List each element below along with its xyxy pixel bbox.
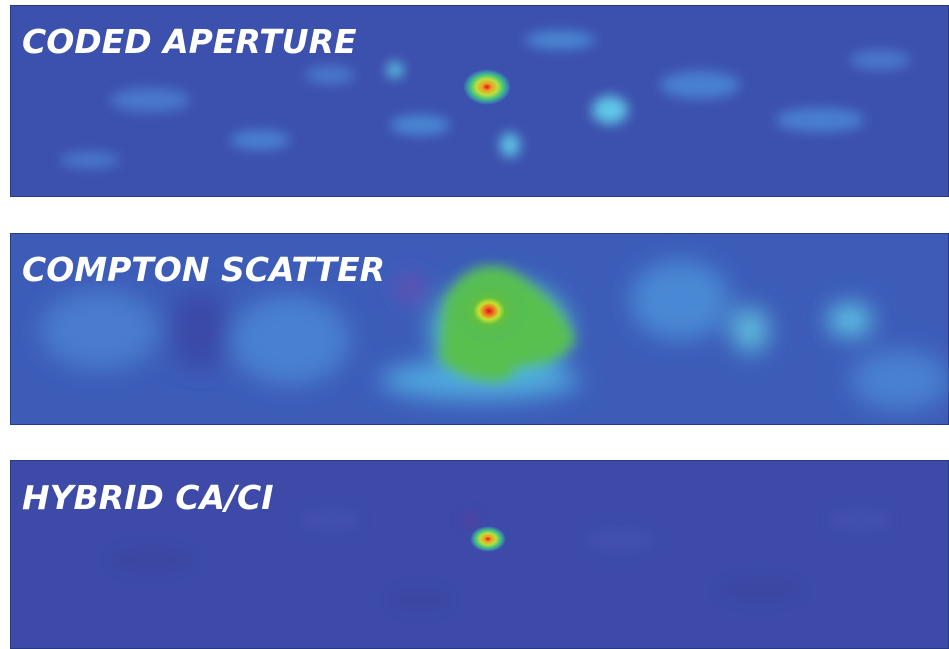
hotspot: [463, 69, 511, 105]
panel: HYBRID CA/CI: [10, 460, 949, 649]
hotspot: [470, 526, 506, 552]
panel-label: CODED APERTURE: [22, 22, 357, 61]
panel-label: HYBRID CA/CI: [22, 478, 274, 517]
noise: [60, 31, 910, 168]
hotspot: [449, 277, 529, 345]
panel: COMPTON SCATTER: [10, 233, 949, 425]
noise: [110, 510, 890, 609]
panel: CODED APERTURE: [10, 5, 949, 197]
panel-label: COMPTON SCATTER: [22, 250, 385, 289]
